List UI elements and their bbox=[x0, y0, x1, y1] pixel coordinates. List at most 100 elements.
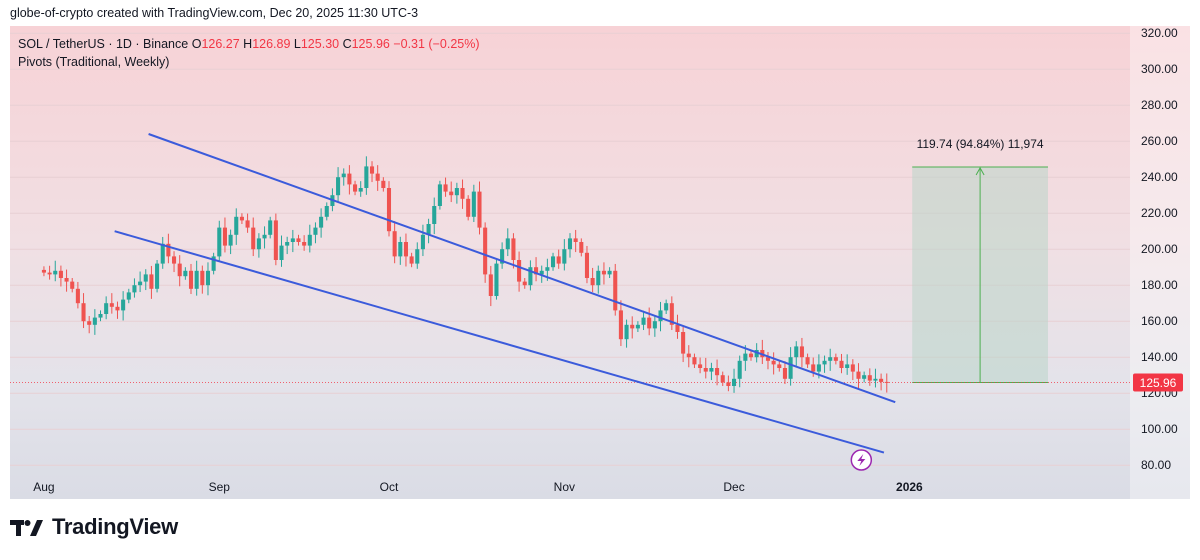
candle[interactable] bbox=[432, 206, 437, 224]
candle[interactable] bbox=[607, 270, 612, 275]
candle[interactable] bbox=[511, 238, 516, 260]
candle[interactable] bbox=[386, 188, 392, 232]
candle[interactable] bbox=[41, 269, 46, 273]
candle[interactable] bbox=[471, 191, 476, 217]
candle[interactable] bbox=[341, 173, 346, 178]
candle[interactable] bbox=[75, 288, 80, 304]
candle[interactable] bbox=[635, 324, 640, 329]
candle[interactable] bbox=[449, 191, 454, 196]
candle[interactable] bbox=[211, 256, 216, 271]
candle[interactable] bbox=[420, 234, 425, 250]
candle[interactable] bbox=[517, 260, 522, 282]
candle[interactable] bbox=[686, 353, 691, 358]
candle[interactable] bbox=[200, 270, 205, 286]
candle[interactable] bbox=[579, 242, 584, 253]
candle[interactable] bbox=[460, 188, 465, 199]
candle[interactable] bbox=[584, 252, 590, 278]
candle[interactable] bbox=[562, 249, 567, 264]
candle[interactable] bbox=[748, 353, 754, 358]
candle[interactable] bbox=[98, 314, 103, 318]
candle[interactable] bbox=[126, 292, 131, 300]
candle[interactable] bbox=[205, 270, 211, 286]
candle[interactable] bbox=[777, 364, 782, 368]
candle[interactable] bbox=[403, 242, 408, 257]
candle[interactable] bbox=[268, 220, 273, 235]
candle[interactable] bbox=[177, 263, 182, 277]
candle[interactable] bbox=[87, 321, 92, 325]
candle[interactable] bbox=[522, 281, 527, 286]
chart-area[interactable]: 80.00 100.00 120.00 140.00 160.00 180.00 200.0… bbox=[10, 26, 1190, 499]
candle[interactable] bbox=[505, 238, 510, 250]
candle[interactable] bbox=[811, 364, 816, 372]
candle[interactable] bbox=[302, 242, 307, 246]
candle[interactable] bbox=[567, 238, 573, 250]
candle[interactable] bbox=[737, 360, 742, 379]
candle[interactable] bbox=[658, 310, 663, 322]
candle[interactable] bbox=[771, 360, 776, 365]
candle[interactable] bbox=[160, 243, 165, 264]
candle[interactable] bbox=[415, 249, 420, 264]
candle[interactable] bbox=[669, 303, 674, 325]
candle[interactable] bbox=[698, 364, 703, 368]
candle[interactable] bbox=[121, 299, 126, 311]
candle[interactable] bbox=[675, 324, 680, 332]
candle[interactable] bbox=[285, 242, 290, 246]
candle[interactable] bbox=[353, 184, 358, 192]
candle[interactable] bbox=[47, 272, 52, 275]
candle[interactable] bbox=[652, 321, 657, 329]
candle[interactable] bbox=[726, 382, 731, 386]
candle[interactable] bbox=[550, 256, 556, 268]
candle[interactable] bbox=[369, 166, 375, 174]
candle[interactable] bbox=[500, 249, 505, 264]
candle[interactable] bbox=[754, 350, 759, 358]
candle[interactable] bbox=[590, 278, 595, 286]
candle[interactable] bbox=[58, 270, 63, 278]
candle[interactable] bbox=[488, 274, 493, 296]
candle[interactable] bbox=[788, 357, 793, 379]
candle[interactable] bbox=[443, 184, 448, 192]
candle[interactable] bbox=[839, 360, 844, 368]
candle[interactable] bbox=[732, 378, 737, 386]
candle[interactable] bbox=[194, 270, 199, 289]
legend-indicator[interactable]: Pivots (Traditional, Weekly) bbox=[18, 55, 170, 69]
candle[interactable] bbox=[273, 220, 278, 260]
candle[interactable] bbox=[64, 278, 69, 282]
candle[interactable] bbox=[884, 381, 889, 383]
candle[interactable] bbox=[307, 234, 312, 246]
candle[interactable] bbox=[188, 270, 194, 289]
candle[interactable] bbox=[765, 357, 771, 361]
candle[interactable] bbox=[534, 267, 539, 275]
candle[interactable] bbox=[816, 364, 821, 372]
candle[interactable] bbox=[528, 267, 533, 286]
candle[interactable] bbox=[743, 353, 748, 361]
candle[interactable] bbox=[879, 378, 884, 382]
candle[interactable] bbox=[850, 364, 855, 372]
candle[interactable] bbox=[132, 285, 137, 293]
candle[interactable] bbox=[466, 198, 471, 217]
price-chart[interactable]: 80.00100.00120.00140.00160.00180.00200.0… bbox=[10, 26, 1190, 499]
candle[interactable] bbox=[149, 274, 154, 289]
candle[interactable] bbox=[601, 270, 606, 275]
channel-upper-line[interactable] bbox=[148, 133, 896, 404]
candle[interactable] bbox=[867, 375, 872, 381]
candle[interactable] bbox=[245, 220, 250, 228]
candle[interactable] bbox=[454, 188, 459, 196]
candle[interactable] bbox=[709, 368, 714, 372]
candle[interactable] bbox=[828, 357, 833, 361]
candle[interactable] bbox=[256, 238, 261, 250]
candle[interactable] bbox=[845, 364, 850, 368]
candle[interactable] bbox=[319, 216, 324, 228]
candle[interactable] bbox=[862, 375, 867, 379]
candle[interactable] bbox=[115, 306, 120, 311]
candle[interactable] bbox=[279, 245, 284, 260]
candle[interactable] bbox=[483, 227, 488, 275]
channel-lower-line[interactable] bbox=[114, 230, 885, 454]
candle[interactable] bbox=[262, 234, 267, 239]
candle[interactable] bbox=[251, 227, 256, 250]
candle[interactable] bbox=[618, 310, 623, 340]
candle[interactable] bbox=[426, 224, 431, 235]
candle[interactable] bbox=[545, 267, 550, 271]
candle[interactable] bbox=[805, 357, 810, 365]
candle[interactable] bbox=[53, 270, 58, 275]
candle[interactable] bbox=[358, 188, 363, 192]
